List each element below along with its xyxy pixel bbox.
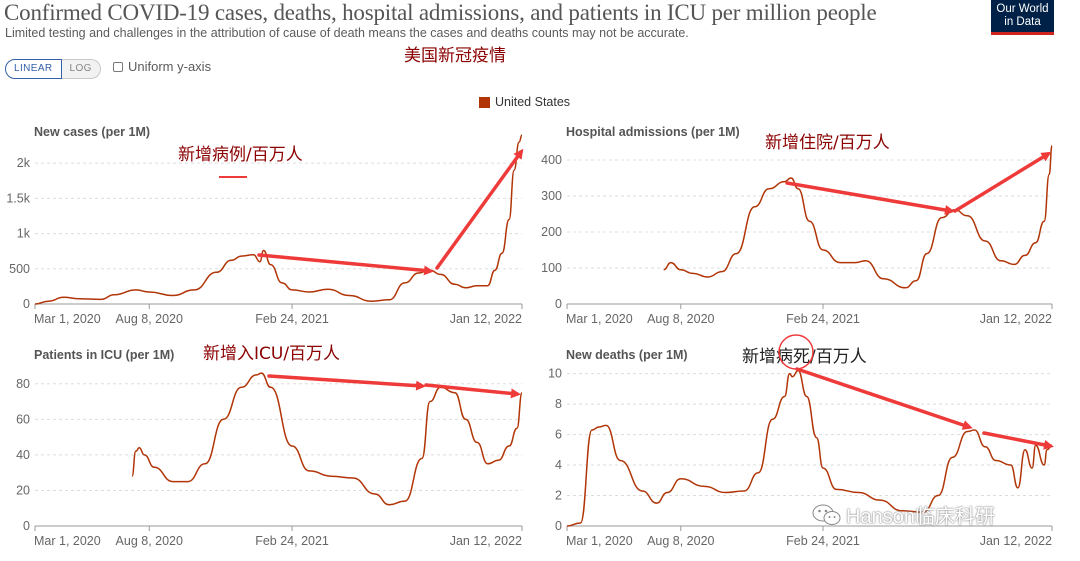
y-tick-label: 0 [23,297,30,311]
annotation-arrow [267,374,426,391]
y-tick-label: 8 [555,397,562,411]
series-line-hospital[interactable] [663,144,1053,289]
annotation-arrow [435,148,524,270]
y-tick-label: 200 [541,225,562,239]
annotation-top-note: 美国新冠疫情 [404,46,506,66]
panel-title-cases: New cases (per 1M) [34,125,150,139]
x-tick-label: Mar 1, 2020 [34,312,101,326]
y-tick-label: 6 [555,428,562,442]
page-title: Confirmed COVID-19 cases, deaths, hospit… [4,0,877,25]
y-tick-label: 80 [16,377,30,391]
x-tick-label: Mar 1, 2020 [34,534,101,548]
logo-line1: Our World [996,3,1049,15]
legend-label: United States [495,95,571,109]
owid-logo[interactable]: Our World in Data [991,0,1054,35]
annotation-icu: 新增入ICU/百万人 [203,344,340,364]
x-tick-label: Jan 12, 2022 [450,534,522,548]
linear-scale-button[interactable]: LINEAR [5,59,62,79]
y-tick-label: 300 [541,189,562,203]
annotation-arrow [953,151,1052,213]
x-tick-label: Feb 24, 2021 [786,312,860,326]
annotation-arrow [424,383,521,399]
x-tick-label: Jan 12, 2022 [450,312,522,326]
panel-icu: Patients in ICU (per 1M) 0 20 40 60 80 Mar 1, … [16,348,523,548]
logo-line2: in Data [1004,16,1041,28]
y-tick-label: 60 [16,412,30,426]
log-scale-button[interactable]: LOG [61,59,101,79]
x-tick-label: Aug 8, 2020 [647,534,714,548]
y-tick-label: 10 [548,367,562,381]
watermark-text: Hanson临床科研 [846,506,995,528]
y-tick-label: 0 [555,297,562,311]
annotation-deaths: 新增病死/百万人 [742,347,867,367]
x-tick-label: Mar 1, 2020 [566,534,633,548]
y-tick-label: 40 [16,448,30,462]
x-tick-label: Aug 8, 2020 [647,312,714,326]
y-tick-label: 20 [16,483,30,497]
y-tick-label: 2 [555,489,562,503]
annotation-arrow [795,367,973,430]
y-tick-label: 100 [541,261,562,275]
x-tick-label: Feb 24, 2021 [255,534,329,548]
wechat-icon [812,503,842,527]
x-tick-label: Feb 24, 2021 [786,534,860,548]
uniform-y-axis-checkbox[interactable] [113,61,123,72]
panel-title-icu: Patients in ICU (per 1M) [34,348,174,362]
series-line-icu[interactable] [131,372,523,506]
y-tick-label: 500 [9,262,30,276]
y-tick-label: 1.5k [6,191,30,205]
series-line-cases[interactable] [34,134,523,305]
y-tick-label: 2k [17,156,31,170]
panel-deaths: New deaths (per 1M) 0 2 4 6 8 10 Mar 1, 2020 Aug… [548,348,1053,548]
annotation-arrow [785,181,955,215]
legend[interactable]: United States [479,95,570,109]
x-tick-label: Jan 12, 2022 [980,534,1052,548]
uniform-y-axis-label: Uniform y-axis [128,59,212,74]
panel-title-deaths: New deaths (per 1M) [566,348,688,362]
y-tick-label: 1k [17,227,31,241]
panel-hospital: Hospital admissions (per 1M) 0 100 200 300 40… [541,125,1053,326]
panel-cases: New cases (per 1M) 0 500 1k 1.5k 2k Mar 1, 202… [6,125,523,326]
uniform-y-axis-toggle[interactable]: Uniform y-axis [113,59,211,74]
y-tick-label: 0 [555,519,562,533]
series-line-deaths[interactable] [566,369,1053,527]
panel-title-hospital: Hospital admissions (per 1M) [566,125,740,139]
x-tick-label: Jan 12, 2022 [980,312,1052,326]
x-tick-label: Mar 1, 2020 [566,312,633,326]
y-tick-label: 400 [541,153,562,167]
annotation-arrow [982,431,1054,450]
scale-toggle: LINEAR LOG [5,59,101,79]
legend-swatch [479,96,490,108]
x-tick-label: Aug 8, 2020 [116,312,183,326]
x-tick-label: Feb 24, 2021 [255,312,329,326]
annotation-hospital: 新增住院/百万人 [765,133,890,153]
page-subtitle: Limited testing and challenges in the at… [5,26,689,40]
annotation-arrow [257,253,434,276]
watermark: Hanson临床科研 [812,500,995,529]
x-tick-label: Aug 8, 2020 [116,534,183,548]
annotation-cases: 新增病例/百万人 [178,145,303,165]
y-tick-label: 0 [23,519,30,533]
y-tick-label: 4 [555,458,562,472]
